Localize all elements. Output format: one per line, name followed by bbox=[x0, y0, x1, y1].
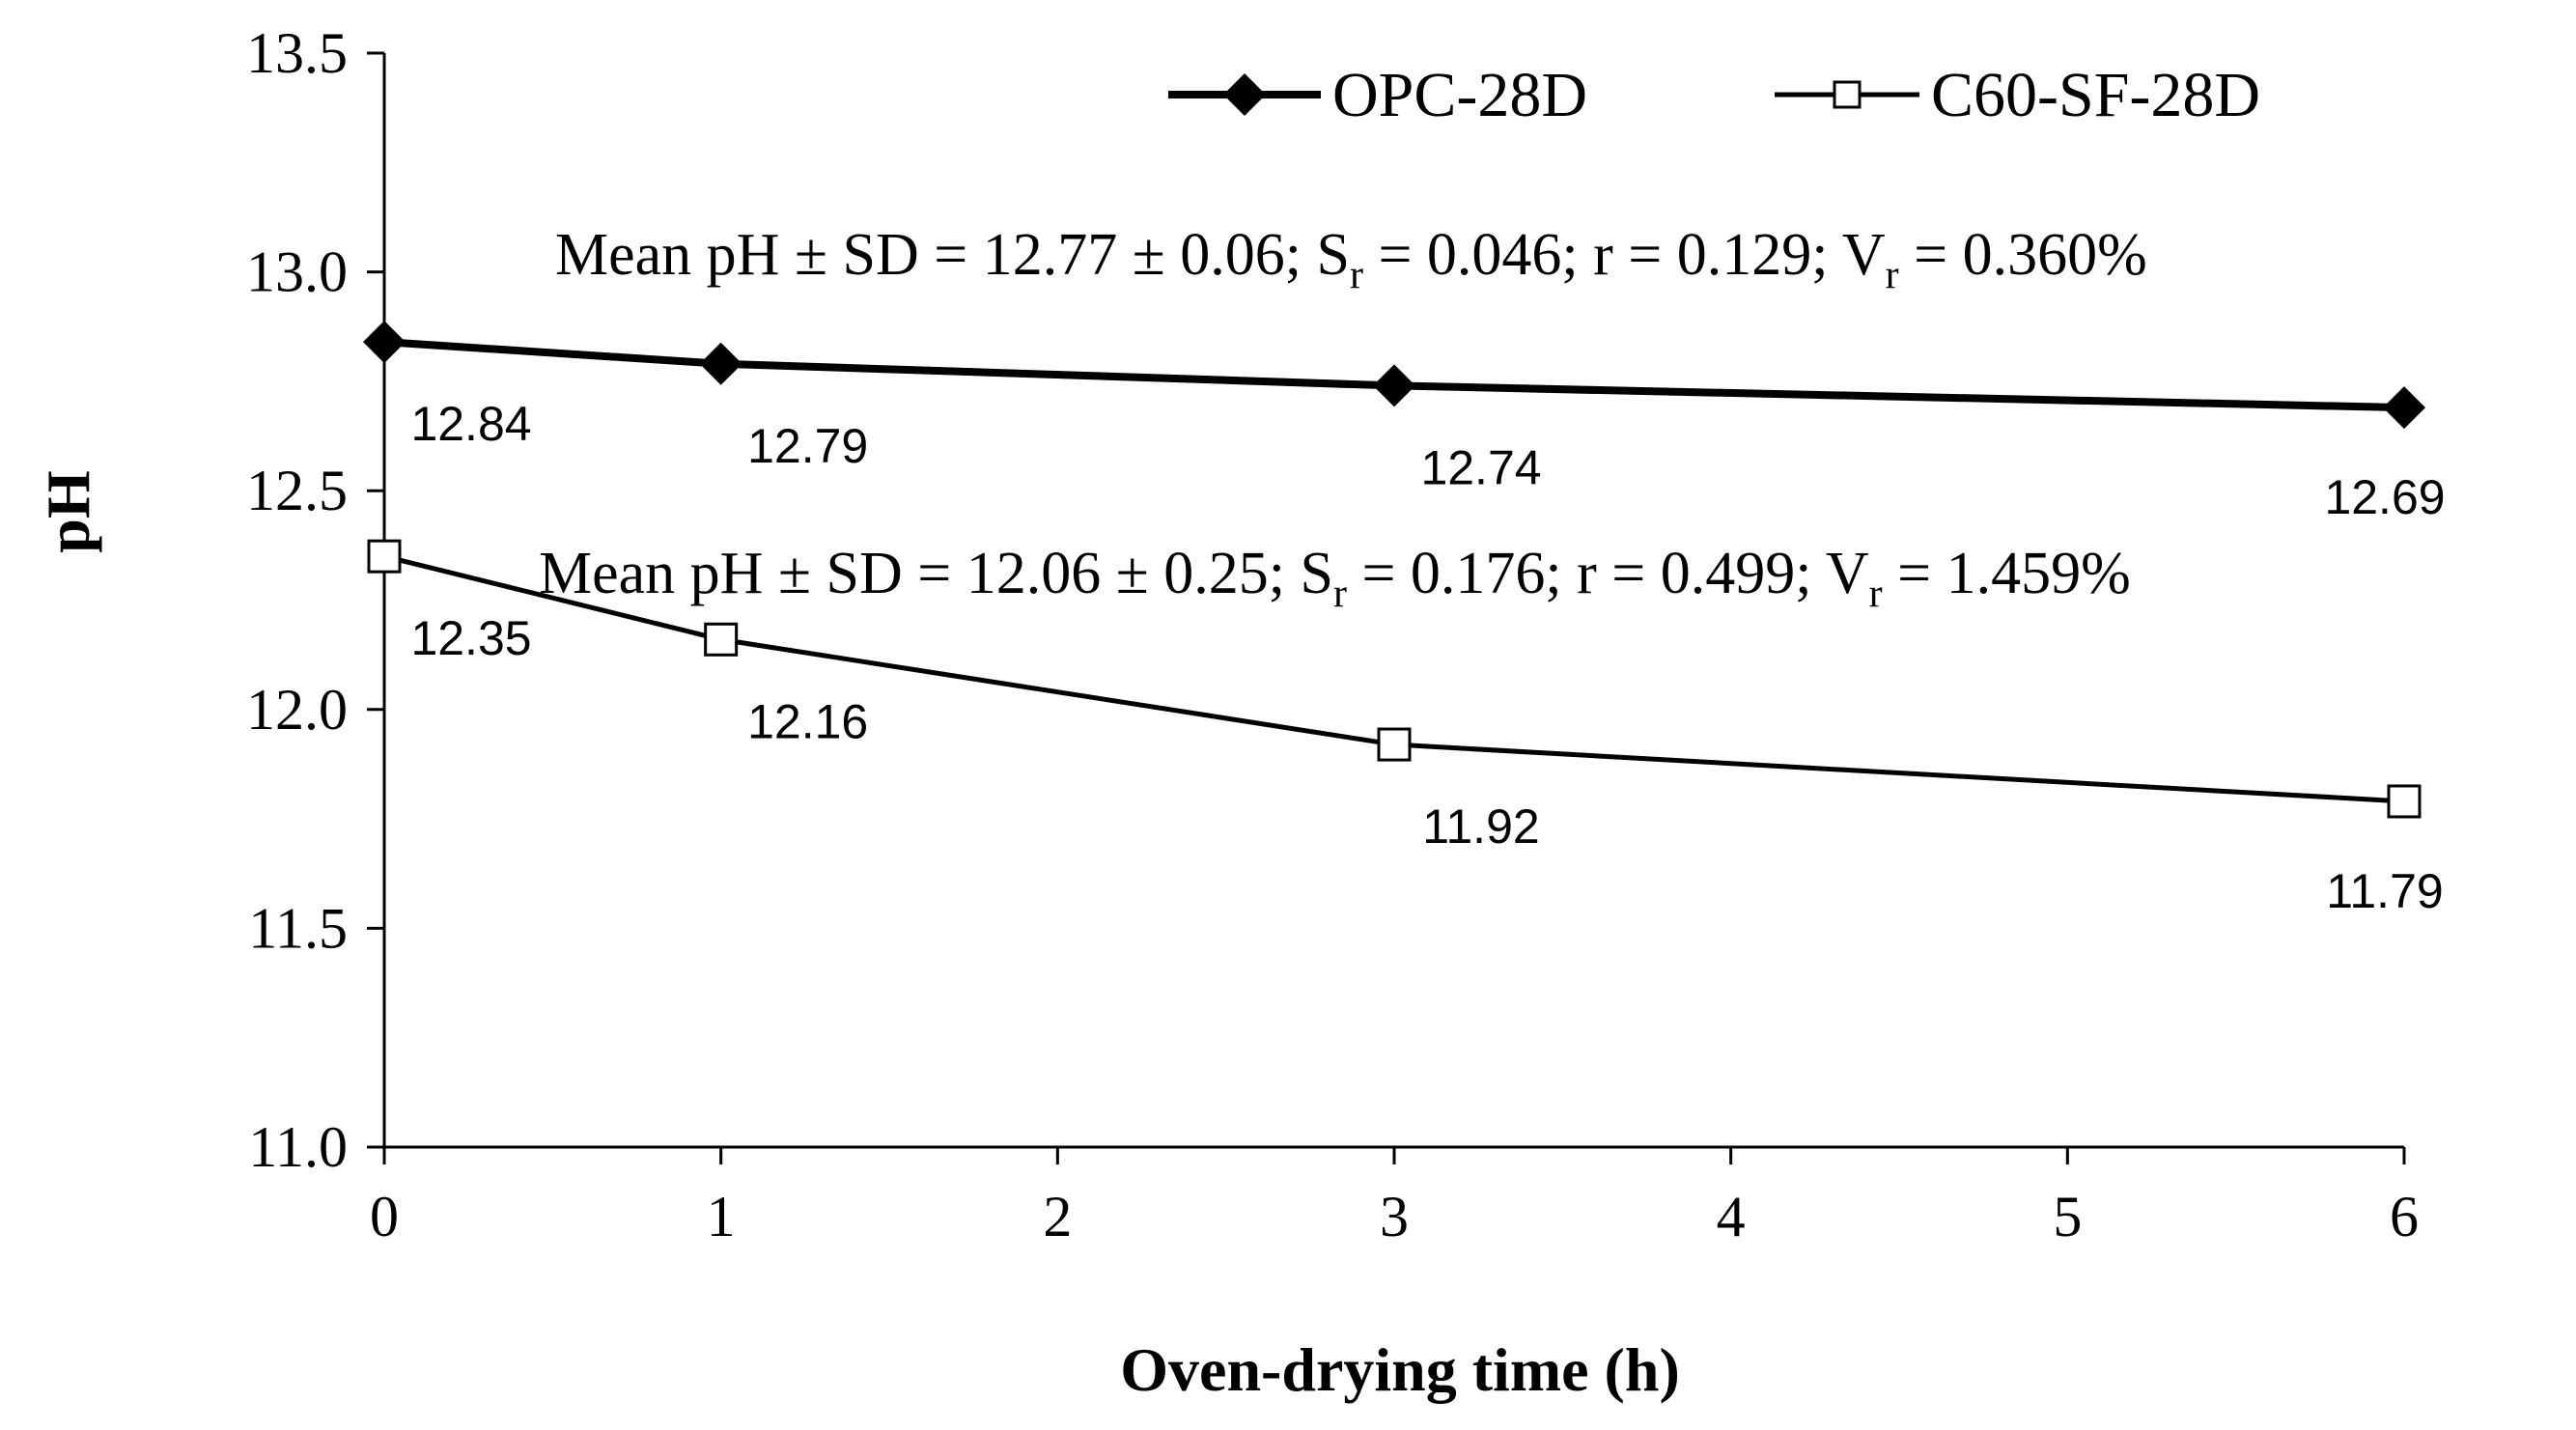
x-tick-label: 1 bbox=[707, 1185, 736, 1248]
data-point-c60 bbox=[2387, 784, 2422, 819]
stats-c60-prefix: Mean pH ± SD = 12.06 ± 0.25; S bbox=[539, 541, 1333, 606]
data-point-c60 bbox=[704, 622, 739, 657]
series-line-opc bbox=[383, 338, 2405, 412]
data-label-opc: 12.74 bbox=[1420, 440, 1541, 494]
stats-annotation-c60: Mean pH ± SD = 12.06 ± 0.25; Sr = 0.176;… bbox=[539, 541, 2131, 616]
y-tick-label: 13.0 bbox=[246, 240, 348, 304]
legend-marker-opc bbox=[1223, 73, 1266, 116]
x-tick-label: 3 bbox=[1380, 1185, 1409, 1248]
series-layer bbox=[363, 321, 2425, 819]
stats-opc-middle: = 0.046; r = 0.129; V bbox=[1363, 222, 1886, 288]
data-point-c60 bbox=[1377, 727, 1412, 762]
data-label-c60: 12.35 bbox=[410, 611, 531, 665]
data-point-opc bbox=[363, 321, 406, 364]
y-tick-label: 13.5 bbox=[246, 21, 348, 85]
stats-c60-vr-sub: r bbox=[1869, 572, 1883, 616]
legend-label-opc: OPC-28D bbox=[1332, 60, 1587, 130]
y-tick-label: 11.0 bbox=[248, 1115, 348, 1179]
stats-c60-sr-sub: r bbox=[1333, 572, 1347, 616]
stats-opc-vr-sub: r bbox=[1886, 253, 1899, 297]
legend-label-c60: C60-SF-28D bbox=[1931, 60, 2260, 130]
x-tick-label: 4 bbox=[1717, 1185, 1746, 1248]
data-label-opc: 12.69 bbox=[2324, 470, 2445, 524]
data-label-c60: 11.92 bbox=[1422, 799, 1539, 854]
stats-opc-suffix: = 0.360% bbox=[1899, 222, 2147, 288]
y-tick-label: 12.0 bbox=[246, 678, 348, 742]
stats-c60-suffix: = 1.459% bbox=[1883, 541, 2131, 606]
x-tick-label: 2 bbox=[1043, 1185, 1072, 1248]
stats-opc-prefix: Mean pH ± SD = 12.77 ± 0.06; S bbox=[555, 222, 1350, 288]
axes: 11.0 11.5 12.0 12.5 13.0 13.5 0 1 2 3 4 5 6 bbox=[246, 21, 2419, 1248]
data-labels: 12.84 12.79 12.74 12.69 12.35 12.16 11.92 11.79 bbox=[410, 397, 2445, 918]
legend: OPC-28D C60-SF-28D bbox=[1168, 60, 2260, 130]
x-axis-title: Oven-drying time (h) bbox=[1120, 1335, 1680, 1404]
data-point-c60 bbox=[367, 539, 402, 574]
data-label-c60: 12.16 bbox=[747, 694, 868, 748]
y-tick-label: 11.5 bbox=[248, 896, 348, 960]
x-tick-label: 0 bbox=[370, 1185, 399, 1248]
data-point-opc bbox=[699, 342, 742, 385]
y-axis-title: pH bbox=[34, 470, 102, 552]
y-tick-label: 12.5 bbox=[246, 459, 348, 522]
series-line-c60 bbox=[383, 553, 2405, 804]
stats-annotation-opc: Mean pH ± SD = 12.77 ± 0.06; Sr = 0.046;… bbox=[555, 222, 2147, 297]
x-tick-label: 5 bbox=[2053, 1185, 2082, 1248]
data-point-opc bbox=[1373, 364, 1415, 407]
x-tick-label: 6 bbox=[2390, 1185, 2419, 1248]
stats-c60-middle: = 0.176; r = 0.499; V bbox=[1347, 541, 1869, 606]
stats-opc-sr-sub: r bbox=[1350, 253, 1363, 297]
data-point-opc bbox=[2383, 386, 2425, 430]
data-label-opc: 12.84 bbox=[410, 397, 531, 451]
legend-marker-c60 bbox=[1833, 80, 1862, 109]
data-label-opc: 12.79 bbox=[747, 419, 868, 473]
data-label-c60: 11.79 bbox=[2326, 864, 2443, 918]
